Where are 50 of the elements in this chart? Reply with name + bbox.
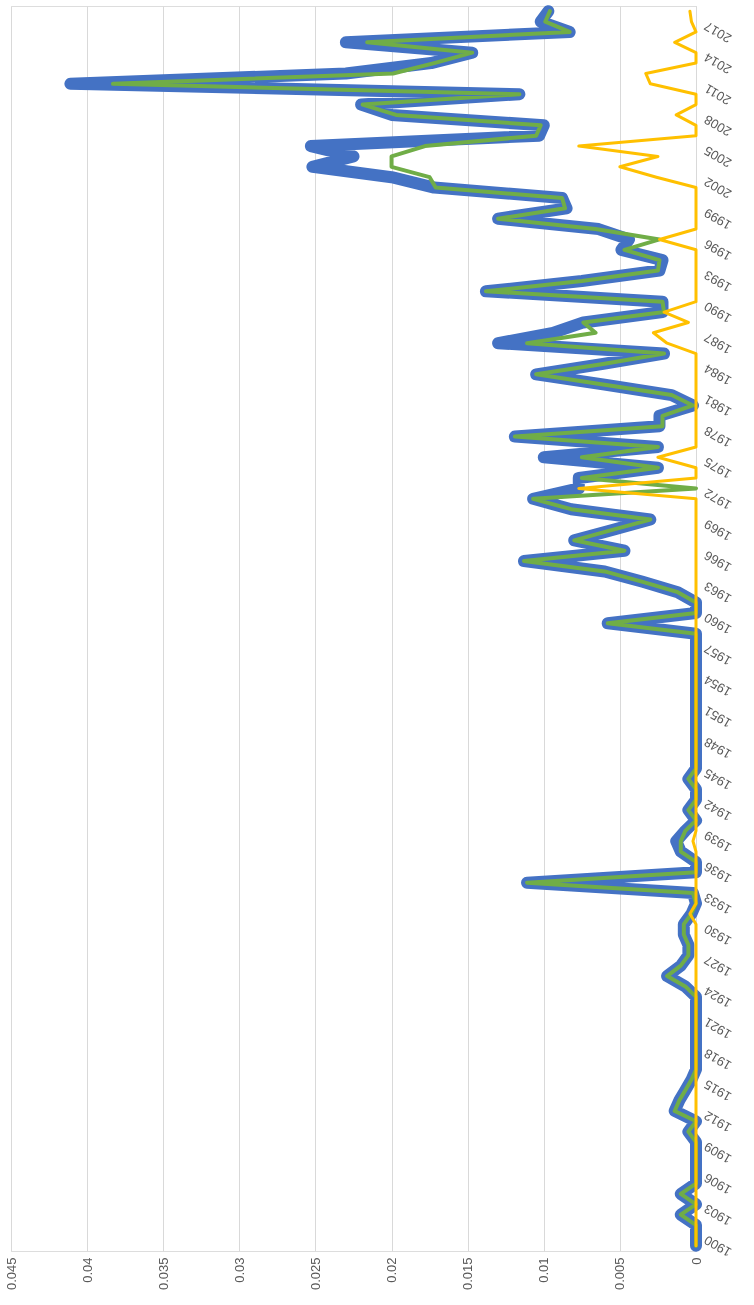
x-tick-label: 0.01: [536, 1257, 552, 1283]
y-tick-label: 1993: [701, 267, 735, 296]
y-tick-label: 1909: [701, 1139, 735, 1167]
y-tick-label: 1951: [701, 703, 735, 731]
y-tick-label: 1903: [701, 1201, 735, 1229]
x-tick-label: 0.025: [307, 1257, 323, 1291]
y-tick-label: 1900: [701, 1232, 735, 1260]
y-tick-label: 1948: [701, 734, 735, 762]
y-tick-label: 1915: [701, 1076, 735, 1105]
y-tick-label: 1969: [701, 516, 735, 545]
y-tick-label: 1918: [701, 1045, 735, 1074]
y-tick-label: 1984: [701, 361, 735, 389]
y-tick-label: 1942: [701, 796, 735, 825]
y-tick-label: 2011: [701, 81, 734, 109]
x-tick-label: 0.005: [612, 1257, 628, 1291]
y-tick-label: 1936: [701, 859, 735, 887]
y-tick-label: 1930: [701, 921, 735, 949]
y-tick-label: 1945: [701, 765, 735, 794]
x-tick-label: 0.02: [384, 1257, 400, 1283]
y-tick-label: 2008: [701, 112, 735, 140]
y-tick-label: 1972: [701, 485, 735, 513]
y-tick-label: 1999: [701, 205, 735, 233]
y-tick-label: 1939: [701, 827, 735, 856]
x-tick-label: 0.045: [3, 1257, 19, 1291]
y-tick-label: 1975: [701, 454, 735, 482]
y-tick-label: 2014: [701, 49, 735, 78]
y-tick-label: 1981: [701, 392, 735, 420]
x-tick-label: 0: [688, 1257, 704, 1265]
y-tick-label: 2017: [701, 18, 735, 47]
y-tick-label: 1924: [701, 983, 735, 1011]
y-tick-label: 1912: [701, 1108, 735, 1136]
x-tick-label: 0.03: [231, 1257, 247, 1283]
x-tick-label: 0.015: [460, 1257, 476, 1291]
y-tick-label: 1933: [701, 890, 735, 918]
y-tick-label: 2002: [701, 174, 735, 202]
y-tick-label: 2005: [701, 143, 735, 171]
x-tick-label: 0.035: [155, 1257, 171, 1291]
y-tick-label: 1996: [701, 236, 735, 264]
x-tick-label: 0.04: [79, 1257, 95, 1283]
y-tick-label: 1978: [701, 423, 735, 451]
y-tick-label: 1987: [701, 329, 735, 358]
y-tick-label: 1966: [701, 547, 735, 576]
y-tick-label: 1906: [701, 1170, 735, 1198]
y-tick-label: 1957: [701, 641, 735, 669]
y-tick-label: 1990: [701, 298, 735, 327]
y-tick-label: 1954: [701, 672, 735, 700]
y-tick-label: 1921: [701, 1014, 735, 1043]
y-tick-label: 1960: [701, 610, 735, 638]
y-tick-label: 1927: [701, 952, 735, 980]
y-tick-label: 1963: [701, 578, 735, 607]
